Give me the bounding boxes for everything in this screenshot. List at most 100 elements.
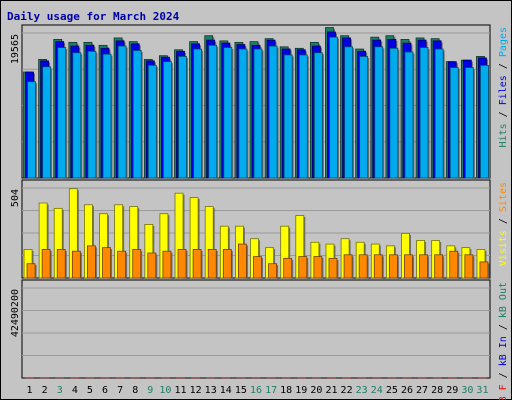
legend-separator: / (498, 212, 509, 230)
legend-separator: / (498, 366, 509, 384)
x-tick-label: 2 (42, 385, 48, 396)
x-tick-label: 1 (27, 385, 33, 396)
bar (208, 44, 218, 179)
bar (117, 45, 127, 179)
bar (192, 249, 202, 279)
bar (253, 48, 263, 179)
bar (87, 50, 97, 179)
x-tick-label: 3 (57, 385, 63, 396)
legend-separator: / (498, 57, 509, 75)
x-tick-label: 11 (174, 385, 186, 396)
panel-legend: Hits / Files / Pages (498, 27, 509, 147)
legend-entry: kB Out (498, 282, 509, 318)
bar (223, 47, 233, 179)
x-tick-label: 26 (401, 385, 413, 396)
bar (404, 254, 413, 279)
legend-entry: Sites (498, 182, 509, 212)
x-tick-label: 16 (250, 385, 262, 396)
x-tick-label: 23 (356, 385, 368, 396)
x-tick-label: 28 (431, 385, 443, 396)
panel-legend: Visits / Sites (498, 182, 509, 266)
bar (57, 47, 67, 179)
x-tick-label: 5 (87, 385, 93, 396)
bar (42, 66, 52, 179)
x-tick-label: 18 (280, 385, 292, 396)
bar (464, 67, 474, 179)
legend-entry: kB F (498, 384, 509, 400)
bar (177, 249, 187, 279)
bar (268, 45, 278, 179)
x-tick-label: 13 (205, 385, 217, 396)
bar (343, 254, 353, 279)
bar (374, 46, 384, 179)
bar (163, 61, 172, 179)
x-tick-label: 14 (220, 385, 232, 396)
bar (117, 250, 127, 279)
bar (479, 261, 489, 279)
x-tick-label: 4 (72, 385, 78, 396)
bar (313, 256, 323, 279)
panel-max-label: 19565 (10, 34, 21, 64)
bar (147, 64, 157, 179)
bar (102, 247, 111, 279)
x-tick-label: 27 (416, 385, 428, 396)
x-tick-label: 20 (310, 385, 322, 396)
legend-entry: Hits (498, 123, 509, 147)
bar (147, 252, 157, 279)
x-tick-label: 7 (117, 385, 123, 396)
bar (358, 254, 368, 279)
bar (389, 47, 399, 179)
x-tick-label: 22 (341, 385, 353, 396)
panel-max-label: 504 (10, 189, 21, 207)
bar (72, 52, 82, 179)
bar (419, 47, 429, 179)
bar (464, 254, 474, 279)
x-tick-label: 19 (295, 385, 307, 396)
x-tick-label: 25 (386, 385, 398, 396)
x-tick-label: 12 (190, 385, 202, 396)
bar (373, 254, 383, 279)
panel-visits: 504 Visits / Sites (10, 179, 509, 279)
x-tick-label: 21 (325, 385, 337, 396)
bar (207, 249, 217, 279)
bar (298, 54, 308, 179)
bar (404, 51, 414, 179)
chart-title: Daily usage for March 2024 (7, 10, 180, 23)
bar (283, 257, 293, 279)
bar (87, 245, 96, 279)
bar (419, 254, 428, 279)
bar (238, 243, 247, 279)
bar (27, 81, 36, 179)
bar (132, 50, 142, 179)
legend-separator: / (498, 105, 509, 123)
bar (480, 64, 489, 179)
x-tick-label: 24 (371, 385, 383, 396)
bar (71, 250, 81, 279)
bar (268, 263, 277, 279)
bar (26, 263, 36, 279)
bar (162, 250, 172, 279)
x-tick-label: 31 (476, 385, 488, 396)
panel-hits: 19565 Hits / Files / Pages (10, 24, 509, 179)
bar (222, 249, 232, 279)
x-tick-label: 9 (147, 385, 153, 396)
bar (434, 48, 444, 179)
bar (238, 48, 248, 179)
bar (56, 249, 66, 279)
panel-frame (21, 279, 491, 379)
bar (449, 67, 459, 179)
x-tick-label: 15 (235, 385, 247, 396)
bar (283, 54, 293, 179)
chart-panels: 19565 Hits / Files / Pages 504 Visits / Sit… (10, 24, 509, 400)
bar (359, 56, 369, 179)
legend-entry: Files (498, 75, 509, 105)
bar (449, 250, 459, 279)
x-axis: 1 2 3 4 5 6 7 8 9 10 11 12 13 14 15 16 17 18 19 20 21 22 23 24 2… (27, 385, 489, 396)
x-tick-label: 17 (265, 385, 277, 396)
bar (178, 56, 187, 179)
x-tick-label: 8 (132, 385, 138, 396)
bar (253, 256, 262, 279)
legend-entry: Visits (498, 230, 509, 266)
panel-legend: kB F / kB In / kB Out (498, 282, 509, 400)
panel-max-label: 42490200 (10, 289, 21, 337)
